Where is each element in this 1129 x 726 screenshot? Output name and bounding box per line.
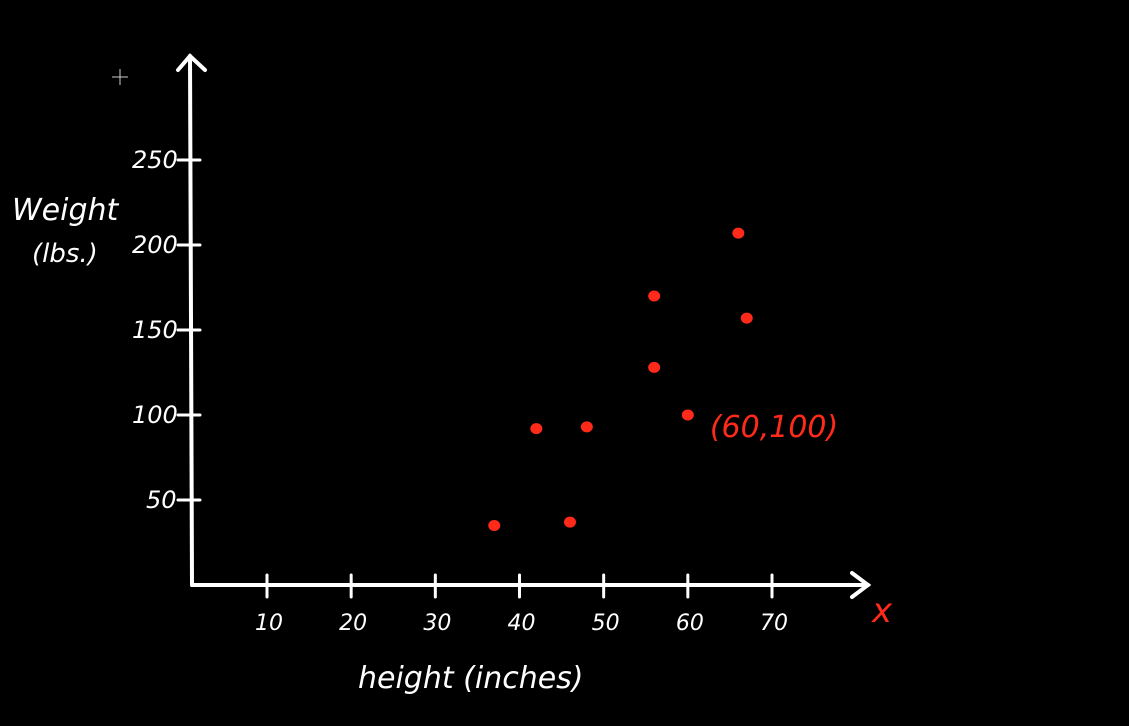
x-tick-label: 40 — [508, 611, 536, 636]
scatter-point — [740, 312, 753, 324]
x-axis-arrowhead — [850, 571, 872, 599]
scatter-point — [488, 520, 501, 531]
y-tick-label: 200 — [132, 231, 178, 259]
y-axis-arrowhead — [176, 53, 207, 72]
y-tick-label: 150 — [132, 316, 178, 344]
scatter-point — [530, 423, 543, 435]
scatter-point — [681, 409, 694, 421]
x-tick-label: 20 — [339, 611, 367, 636]
x-tick-label: 10 — [255, 611, 283, 636]
x-tick-label: 70 — [760, 611, 788, 636]
y-tick-label: 50 — [146, 486, 177, 514]
y-axis-label-line1: Weight — [12, 193, 120, 228]
x-axis-ticks: 10 20 30 40 50 60 70 — [255, 573, 788, 636]
scatter-points — [488, 227, 753, 531]
y-axis-ticks: 50 100 150 200 250 — [132, 146, 202, 514]
x-axis-label: height (inches) — [358, 661, 584, 696]
crosshair-cursor-icon — [112, 69, 128, 85]
x-tick-label: 60 — [676, 611, 704, 636]
axes — [176, 53, 872, 599]
y-axis-label-line2: (lbs.) — [32, 239, 98, 269]
point-annotation: (60,100) — [710, 410, 838, 445]
y-tick-label: 250 — [132, 146, 178, 174]
y-axis-line — [188, 54, 194, 587]
scatter-point — [580, 421, 593, 433]
scatter-point — [648, 361, 661, 373]
x-tick-label: 50 — [592, 611, 620, 636]
x-axis-symbol: x — [871, 591, 893, 631]
scatter-point — [648, 290, 661, 302]
scatter-point — [732, 227, 745, 239]
scatter-point — [564, 516, 576, 528]
y-tick-label: 100 — [132, 401, 178, 429]
x-tick-label: 30 — [423, 611, 451, 636]
